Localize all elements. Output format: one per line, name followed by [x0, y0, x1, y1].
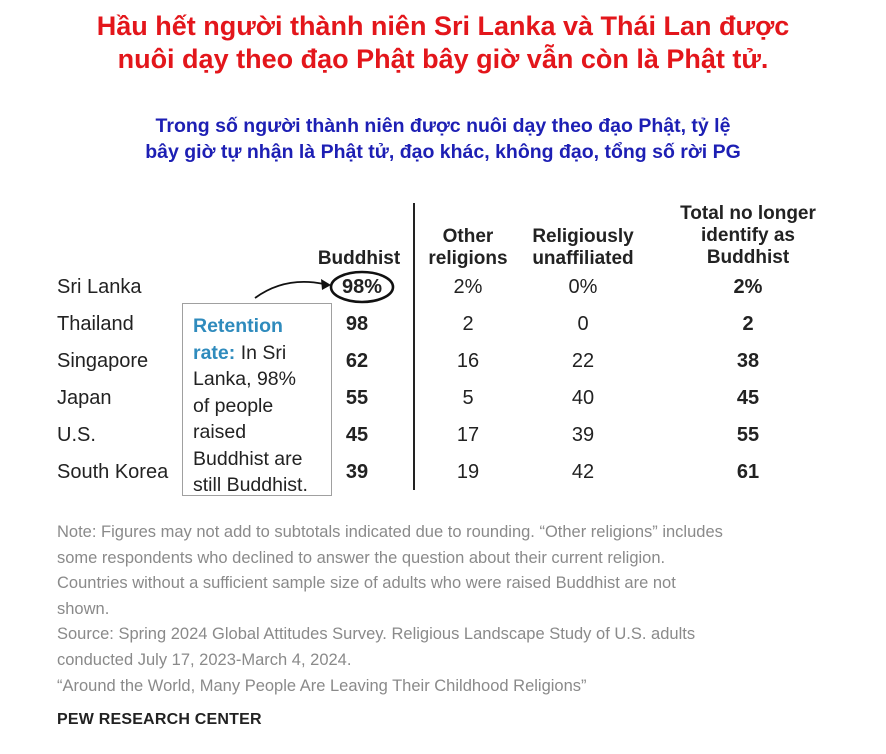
cell-unaffiliated-south-korea: 42 — [571, 461, 595, 483]
report-title: “Around the World, Many People Are Leavi… — [57, 676, 587, 695]
source-line-2: conducted July 17, 2023-March 4, 2024. — [57, 650, 352, 669]
chart-title: Hầu hết người thành niên Sri Lanka và Th… — [0, 10, 886, 76]
callout-arrow-head — [321, 279, 331, 290]
note-line-4: shown. — [57, 599, 110, 618]
cell-unaffiliated-singapore: 22 — [571, 350, 595, 372]
cell-buddhist-japan: 55 — [345, 387, 369, 409]
row-label-sri-lanka: Sri Lanka — [57, 276, 142, 298]
cell-other-thailand: 2 — [462, 313, 474, 335]
header-other-religions: Other religions — [418, 226, 518, 270]
notes: Note: Figures may not add to subtotals i… — [57, 520, 857, 699]
cell-total-sri-lanka: 2% — [733, 276, 763, 298]
cell-other-us: 17 — [456, 424, 480, 446]
cell-unaffiliated-us: 39 — [571, 424, 595, 446]
cell-other-sri-lanka: 2% — [453, 276, 483, 298]
row-label-singapore: Singapore — [57, 350, 149, 372]
row-label-us: U.S. — [57, 424, 96, 446]
cell-total-singapore: 38 — [736, 350, 760, 372]
chart-title-line-1: Hầu hết người thành niên Sri Lanka và Th… — [96, 11, 790, 41]
cell-unaffiliated-thailand: 0 — [577, 313, 589, 335]
callout-arrow-line — [254, 281, 325, 299]
header-total-line-2: identify as — [701, 225, 795, 246]
header-unaffiliated-line-2: unaffiliated — [532, 248, 634, 269]
cell-total-thailand: 2 — [742, 313, 754, 335]
header-buddhist-line: Buddhist — [317, 248, 401, 269]
header-other-line-2: religions — [428, 248, 508, 269]
cell-buddhist-singapore: 62 — [345, 350, 369, 372]
source-line-1: Source: Spring 2024 Global Attitudes Sur… — [57, 625, 696, 644]
chart-subtitle-line-1: Trong số người thành niên được nuôi dạy … — [155, 115, 731, 137]
header-unaffiliated-line-1: Religiously — [532, 226, 634, 247]
cell-total-south-korea: 61 — [736, 461, 760, 483]
pew-logo-text: PEW RESEARCH CENTER — [57, 711, 262, 728]
chart-title-line-2: nuôi dạy theo đạo Phật bây giờ vẫn còn l… — [117, 44, 769, 74]
callout-line-2: Lanka, 98% — [193, 368, 296, 390]
chart-subtitle: Trong số người thành niên được nuôi dạy … — [0, 113, 886, 165]
cell-buddhist-south-korea: 39 — [345, 461, 369, 483]
header-total-no-longer: Total no longer identify as Buddhist — [658, 203, 838, 269]
row-label-south-korea: South Korea — [57, 461, 169, 483]
callout-line-3: of people — [193, 394, 274, 417]
cell-buddhist-us: 45 — [345, 424, 369, 446]
callout-line-5: Buddhist are — [193, 447, 303, 470]
note-line-3: Countries without a sufficient sample si… — [57, 574, 676, 593]
cell-buddhist-sri-lanka: 98% — [341, 276, 383, 298]
cell-other-singapore: 16 — [456, 350, 480, 372]
header-total-line-3: Buddhist — [706, 247, 790, 268]
cell-unaffiliated-japan: 40 — [571, 387, 595, 409]
callout-line-6: still Buddhist. — [193, 474, 308, 496]
note-line-1: Note: Figures may not add to subtotals i… — [57, 523, 723, 541]
header-total-line-1: Total no longer — [680, 203, 816, 224]
table-divider — [413, 203, 415, 490]
callout-highlight: Retention — [193, 315, 283, 337]
highlight-ellipse — [329, 270, 395, 304]
retention-callout: Retention rate: In Sri Lanka, 98% of peo… — [182, 303, 332, 496]
cell-other-south-korea: 19 — [456, 461, 480, 483]
callout-line-1: In Sri — [235, 341, 287, 364]
cell-unaffiliated-sri-lanka: 0% — [568, 276, 598, 298]
cell-buddhist-thailand: 98 — [345, 313, 369, 335]
header-buddhist: Buddhist — [307, 248, 411, 270]
row-label-thailand: Thailand — [57, 313, 134, 335]
cell-total-japan: 45 — [736, 387, 760, 409]
row-label-japan: Japan — [57, 387, 112, 409]
header-unaffiliated: Religiously unaffiliated — [516, 226, 650, 270]
cell-other-japan: 5 — [462, 387, 474, 409]
cell-total-us: 55 — [736, 424, 760, 446]
note-line-2: some respondents who declined to answer … — [57, 548, 666, 567]
header-other-line-1: Other — [442, 226, 494, 247]
callout-line-4: raised — [193, 421, 247, 443]
callout-highlight-2: rate: — [193, 341, 236, 364]
chart-subtitle-line-2: bây giờ tự nhận là Phật tử, đạo khác, kh… — [145, 141, 741, 163]
